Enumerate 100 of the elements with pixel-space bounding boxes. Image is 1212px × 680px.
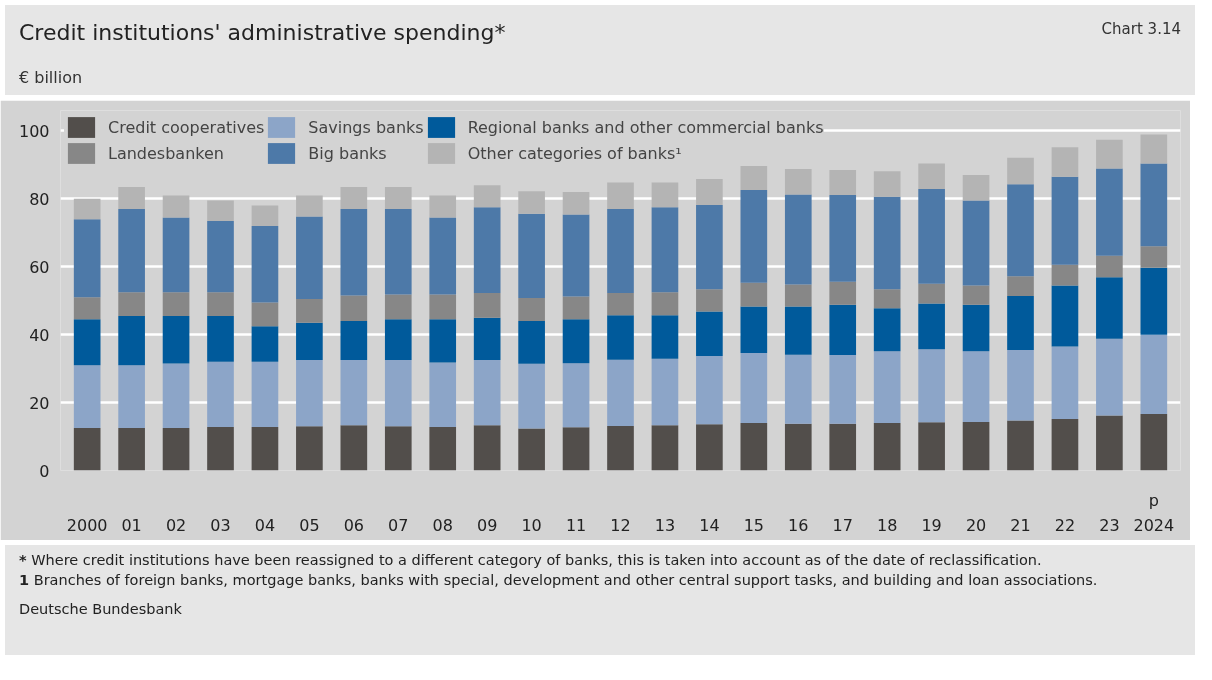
y-tick-label: 20 [29, 393, 50, 413]
bar [296, 298, 323, 323]
bar [118, 428, 145, 471]
bar [918, 349, 945, 423]
bar [1051, 264, 1079, 286]
bar [696, 289, 723, 312]
bar [162, 363, 190, 429]
chart-title: Credit institutions' administrative spending* [19, 19, 506, 47]
bar [340, 321, 368, 361]
bar [207, 315, 234, 362]
bar [429, 217, 457, 295]
bar [251, 302, 279, 327]
bar [162, 315, 190, 364]
bar [1140, 414, 1168, 471]
x-tick-label: 2024 [1133, 515, 1175, 535]
bar [1096, 255, 1123, 278]
bar [296, 360, 323, 427]
x-tick-label: 14 [699, 515, 720, 535]
bar [829, 195, 857, 282]
x-tick-label: 18 [876, 515, 898, 535]
x-tick-label: 23 [1099, 515, 1120, 535]
legend-label: Credit cooperatives [108, 117, 265, 137]
bar [1007, 276, 1034, 296]
bar [1096, 277, 1123, 339]
bar [73, 219, 101, 298]
bar [1140, 267, 1168, 335]
bar [918, 188, 945, 284]
bar [251, 205, 279, 226]
bar [162, 428, 190, 471]
bar [1140, 334, 1168, 415]
bar [1096, 168, 1123, 256]
x-tick-label: 03 [210, 515, 231, 535]
bar [696, 424, 723, 471]
y-tick-label: 100 [18, 121, 50, 141]
bar [562, 214, 590, 297]
y-tick-label: 0 [39, 461, 50, 481]
bar [429, 362, 457, 428]
bar [162, 217, 190, 293]
bar [784, 306, 812, 355]
bar [873, 422, 901, 471]
bar [784, 168, 812, 195]
bar [873, 196, 901, 290]
bar [340, 425, 368, 471]
bar [962, 285, 990, 305]
bar [296, 322, 323, 361]
bar [1051, 346, 1079, 419]
legend-label: Landesbanken [108, 143, 224, 163]
x-tick-label: 22 [1054, 515, 1076, 535]
bar [784, 354, 812, 424]
bar [607, 359, 634, 427]
bar [607, 426, 634, 471]
bar [962, 421, 990, 471]
bar [1140, 163, 1168, 247]
x-tick-label: 16 [788, 515, 809, 535]
bar [118, 365, 145, 429]
bar [829, 281, 857, 305]
bar [1051, 176, 1079, 265]
y-tick-label: 40 [29, 325, 50, 345]
bar [740, 422, 768, 471]
bar [651, 358, 679, 426]
bar [73, 297, 101, 320]
bar [1051, 147, 1079, 177]
bar [429, 294, 457, 320]
legend-label: Big banks [308, 143, 387, 163]
bar [384, 360, 412, 427]
bar [207, 220, 234, 293]
bar [473, 317, 501, 361]
bar [251, 427, 279, 471]
bar [607, 182, 634, 209]
bar [918, 283, 945, 304]
bar [829, 304, 857, 356]
bar [429, 319, 457, 363]
bar [829, 169, 857, 196]
bar [429, 195, 457, 218]
bar [696, 179, 723, 205]
bar [1051, 285, 1079, 347]
bar [73, 198, 101, 220]
x-tick-label: 13 [654, 515, 676, 535]
bar [296, 195, 323, 217]
bar [296, 426, 323, 471]
bar [251, 326, 279, 362]
bar [207, 200, 234, 221]
bar [251, 225, 279, 303]
x-tick-label: 10 [521, 515, 542, 535]
bar [340, 360, 368, 426]
x-tick-label: 05 [299, 515, 320, 535]
bar [740, 282, 768, 307]
bar [784, 423, 812, 471]
bar [118, 315, 145, 366]
text: 1 Branches of foreign banks, mortgage banks, banks with special, development and other central support tasks, and building and loan associations. [19, 570, 1098, 590]
bar [651, 315, 679, 359]
x-tick-label: 20 [965, 515, 987, 535]
bar [340, 295, 368, 322]
bar [384, 426, 412, 471]
bar [518, 213, 545, 298]
bar [118, 208, 145, 293]
bar [651, 182, 679, 208]
x-tick-label: 21 [1010, 515, 1031, 535]
bar [696, 204, 723, 290]
bar [296, 216, 323, 299]
